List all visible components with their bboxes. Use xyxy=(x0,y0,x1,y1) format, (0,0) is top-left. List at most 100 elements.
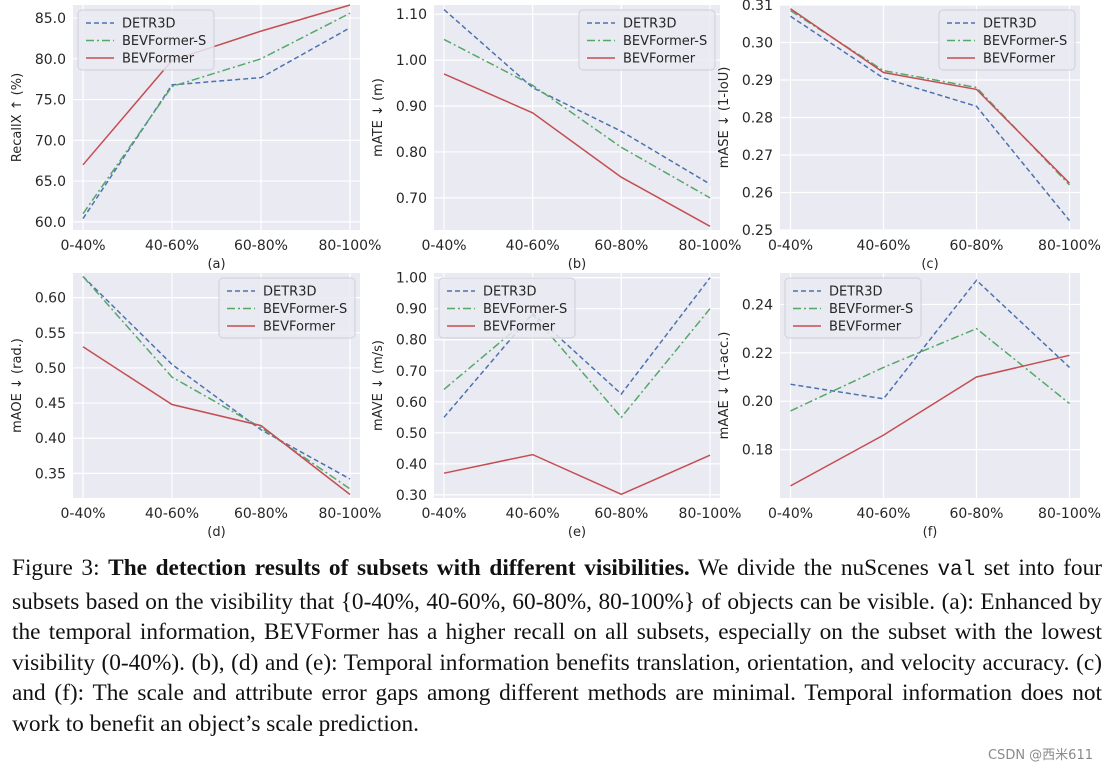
x-tick-label: 40-60% xyxy=(145,506,199,522)
x-tick-label: 60-80% xyxy=(950,238,1004,254)
figure-caption: Figure 3: The detection results of subse… xyxy=(12,553,1102,739)
y-axis-label: mAOE ↓ (rad.) xyxy=(10,338,25,433)
subplot-label: (e) xyxy=(568,525,586,540)
y-axis-label: mAAE ↓ (1-acc.) xyxy=(717,332,732,440)
y-tick-label: 75.0 xyxy=(35,93,66,109)
x-tick-label: 80-100% xyxy=(679,506,742,522)
series-line-bevformer xyxy=(82,4,351,166)
y-tick-label: 0.45 xyxy=(35,396,66,412)
y-tick-label: 0.80 xyxy=(396,145,427,161)
legend: DETR3D BEVFormer-S BEVFormer xyxy=(218,277,356,339)
y-axis-label: RecallX ↑ (%) xyxy=(10,73,25,162)
x-tick-label: 0-40% xyxy=(768,238,813,254)
y-tick-label: 0.60 xyxy=(396,395,427,411)
legend: DETR3D BEVFormer-S BEVFormer xyxy=(438,277,576,339)
legend-label: BEVFormer xyxy=(122,52,195,67)
watermark: CSDN @西米611 xyxy=(987,748,1093,763)
subplot-label: (b) xyxy=(568,257,586,272)
y-tick-label: 80.0 xyxy=(35,52,66,68)
legend-label: DETR3D xyxy=(829,285,882,300)
caption-prefix: Figure 3: xyxy=(12,555,109,581)
x-tick-label: 80-100% xyxy=(1038,238,1101,254)
x-tick-label: 60-80% xyxy=(594,238,648,254)
y-tick-label: 1.10 xyxy=(396,7,427,23)
y-tick-label: 0.25 xyxy=(742,223,773,239)
chart-panel-1: 60.0 65.0 70.0 75.0 80.0 85.0 0-40% 40-60% 60-80… xyxy=(10,4,381,272)
y-tick-label: 0.30 xyxy=(742,36,773,52)
series-line-detr3d xyxy=(790,279,1071,400)
series-line-bevformer xyxy=(790,354,1070,487)
x-tick-label: 40-60% xyxy=(145,238,199,254)
series-line-bevformer xyxy=(443,73,711,227)
y-tick-label: 0.26 xyxy=(742,186,773,202)
legend-box xyxy=(218,277,356,339)
legend-box xyxy=(784,277,922,339)
y-tick-label: 1.00 xyxy=(396,271,427,287)
chart-panel-3: 0.25 0.26 0.27 0.28 0.29 0.30 0.31 0-40% 40-60% 6… xyxy=(717,0,1101,272)
y-tick-label: 0.90 xyxy=(396,302,427,318)
x-tick-label: 40-60% xyxy=(506,506,560,522)
y-tick-label: 0.90 xyxy=(396,99,427,115)
legend-label: BEVFormer-S xyxy=(122,34,206,49)
y-tick-label: 70.0 xyxy=(35,133,66,149)
series-line-detr3d xyxy=(790,15,1071,222)
caption-code-val: val xyxy=(937,559,976,582)
y-tick-label: 0.40 xyxy=(35,431,66,447)
y-tick-label: 0.30 xyxy=(396,488,427,504)
legend-box xyxy=(77,9,215,71)
y-tick-label: 0.24 xyxy=(742,297,773,313)
series-line-bevformer xyxy=(443,453,711,496)
legend-label: DETR3D xyxy=(122,17,175,32)
x-tick-label: 80-100% xyxy=(679,238,742,254)
series-line-bevformer xyxy=(790,8,1071,184)
y-tick-label: 0.31 xyxy=(742,0,773,14)
series-line-bevformer xyxy=(82,346,351,496)
series-line-detr3d xyxy=(82,275,351,480)
y-tick-label: 0.50 xyxy=(396,426,427,442)
y-tick-label: 65.0 xyxy=(35,174,66,190)
legend-label: BEVFormer-S xyxy=(263,302,347,317)
y-tick-label: 0.27 xyxy=(742,148,773,164)
y-tick-label: 0.28 xyxy=(742,111,773,127)
y-tick-label: 0.35 xyxy=(35,466,66,482)
chart-panel-2: 0.70 0.80 0.90 1.00 1.10 0-40% 40-60% 60-80% 80-… xyxy=(371,5,741,272)
legend-box xyxy=(578,9,716,71)
y-tick-label: 85.0 xyxy=(35,11,66,27)
x-tick-label: 0-40% xyxy=(61,506,106,522)
figure-3-panels: 60.0 65.0 70.0 75.0 80.0 85.0 0-40% 40-60% 60-80… xyxy=(10,0,1101,540)
x-tick-label: 60-80% xyxy=(950,506,1004,522)
y-tick-label: 0.70 xyxy=(396,191,427,207)
y-tick-label: 0.22 xyxy=(742,346,773,362)
caption-bold-title: The detection results of subsets with di… xyxy=(108,555,690,581)
chart-panel-6: 0.18 0.20 0.22 0.24 0-40% 40-60% 60-80% 80-100%… xyxy=(717,273,1101,540)
chart-panel-5: 0.30 0.40 0.50 0.60 0.70 0.80 0.90 1.00 0-40% 40-… xyxy=(371,271,741,540)
legend: DETR3D BEVFormer-S BEVFormer xyxy=(77,9,215,71)
legend-label: BEVFormer-S xyxy=(483,302,567,317)
y-axis-label: mAVE ↓ (m/s) xyxy=(371,340,386,431)
y-tick-label: 0.80 xyxy=(396,333,427,349)
y-axis-label: mATE ↓ (m) xyxy=(371,78,386,157)
subplot-label: (f) xyxy=(923,525,938,540)
caption-text-1: We divide the nuScenes xyxy=(689,555,938,581)
x-tick-label: 40-60% xyxy=(857,506,911,522)
legend-label: BEVFormer xyxy=(483,320,556,335)
legend-label: DETR3D xyxy=(263,285,316,300)
legend-label: BEVFormer xyxy=(983,52,1056,67)
x-tick-label: 0-40% xyxy=(421,506,466,522)
series-line-bevformer-s xyxy=(443,308,711,419)
y-tick-label: 1.00 xyxy=(396,53,427,69)
series-line-detr3d xyxy=(443,277,711,418)
x-tick-label: 60-80% xyxy=(234,238,288,254)
x-tick-label: 0-40% xyxy=(61,238,106,254)
subplot-label: (c) xyxy=(921,257,938,272)
legend-box xyxy=(438,277,576,339)
x-tick-label: 60-80% xyxy=(234,506,288,522)
x-tick-label: 0-40% xyxy=(768,506,813,522)
x-tick-label: 40-60% xyxy=(506,238,560,254)
y-tick-label: 0.70 xyxy=(396,364,427,380)
subplot-label: (a) xyxy=(207,257,225,272)
legend-label: BEVFormer-S xyxy=(623,34,707,49)
y-tick-label: 60.0 xyxy=(35,215,66,231)
caption-text-2: set into four subsets based on the visib… xyxy=(12,555,1102,737)
y-axis-label: mASE ↓ (1-IoU) xyxy=(717,67,732,169)
